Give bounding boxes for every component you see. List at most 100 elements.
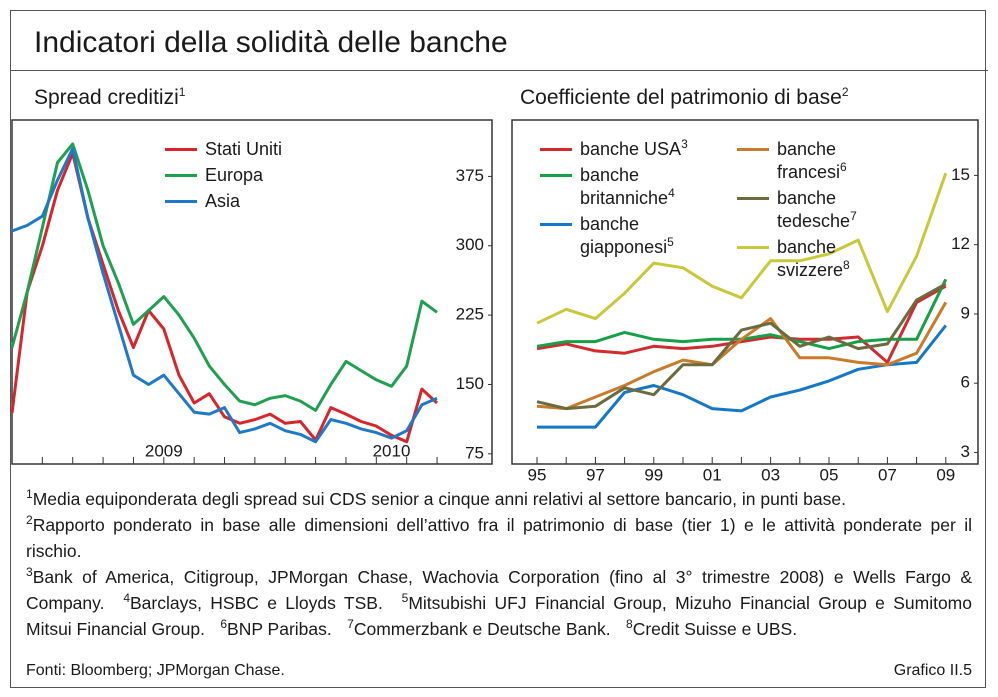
footnote-text: Commerzbank e Deutsche Bank.	[353, 619, 611, 639]
legend-text: banche francesi6	[777, 138, 902, 184]
legend-text: banche USA3	[580, 138, 688, 161]
legend-note: 7	[850, 209, 857, 223]
legend-label: Europa	[205, 165, 264, 185]
legend-column: banche USA3 banche britanniche4 banche gia…	[540, 138, 737, 285]
x-tick-label: 07	[878, 465, 897, 484]
legend-text: banche tedesche7	[777, 187, 902, 233]
legend-swatch	[165, 148, 197, 151]
legend-entry: banche britanniche4	[540, 164, 737, 210]
chart-title: Coefficiente del patrimonio di base2	[520, 86, 849, 110]
y-tick-label: 15	[951, 165, 970, 184]
footnote: 5Mitsubishi UFJ Financial Group, Mizuho …	[26, 591, 972, 639]
legend-label: banche tedesche	[777, 188, 851, 231]
legend-entry: banche USA3	[540, 138, 737, 161]
legend-swatch	[737, 197, 769, 200]
legend-text: banche britanniche4	[580, 164, 705, 210]
series-line	[536, 284, 947, 364]
legend-swatch	[540, 174, 572, 177]
legend: banche USA3 banche britanniche4 banche gia…	[540, 138, 902, 285]
chart-title: Spread creditizi1	[34, 86, 185, 110]
series-line	[536, 282, 947, 411]
footnote-mark: 1	[26, 487, 33, 502]
legend-entry: Asia	[165, 190, 282, 213]
footnote-text: Credit Suisse e UBS.	[632, 619, 798, 639]
footnotes: 1Media equiponderata degli spread sui CD…	[26, 486, 972, 642]
footnote-mark: 8	[626, 617, 633, 632]
legend-note: 8	[843, 258, 850, 272]
footnote: 3Bank of America, Citigroup, JPMorgan Ch…	[26, 565, 972, 613]
plot-frame	[511, 119, 979, 465]
chart-title-text: Coefficiente del patrimonio di base	[520, 86, 842, 109]
footnote-text: BNP Paribas.	[227, 619, 332, 639]
legend-note: 3	[681, 137, 688, 151]
legend-entry: banche svizzere8	[737, 236, 902, 282]
legend: Stati Uniti Europa Asia	[165, 138, 282, 216]
legend-text: banche svizzere8	[777, 236, 902, 282]
series-line	[10, 142, 438, 412]
footnote: 8Credit Suisse e UBS.	[626, 617, 798, 639]
x-tick-label: 05	[820, 465, 839, 484]
y-tick-label: 300	[456, 235, 484, 254]
separator	[10, 70, 988, 71]
legend-swatch	[540, 148, 572, 151]
legend-note: 4	[668, 186, 675, 200]
footnote: 7Commerzbank e Deutsche Bank.	[347, 617, 611, 639]
legend-label: banche giapponesi	[580, 214, 668, 257]
legend-note: 5	[667, 235, 674, 249]
legend-text: Stati Uniti	[205, 138, 282, 161]
y-tick-label: 3	[961, 442, 970, 461]
footnote-mark: 7	[347, 617, 354, 632]
legend-entry: banche francesi6	[737, 138, 902, 184]
y-tick-label: 6	[961, 373, 970, 392]
y-tick-label: 9	[961, 303, 970, 322]
x-tick-label: 2010	[373, 441, 411, 460]
legend-swatch	[737, 246, 769, 249]
legend-swatch	[165, 174, 197, 177]
footnote-text: Bank of America, Citigroup, JPMorgan Cha…	[26, 567, 972, 613]
chart-title-text: Spread creditizi	[34, 86, 179, 109]
series-line	[11, 147, 438, 444]
legend-label: Stati Uniti	[205, 139, 283, 159]
legend-entry: Stati Uniti	[165, 138, 282, 161]
series-line	[536, 301, 948, 411]
frame	[10, 10, 986, 688]
legend-swatch	[737, 148, 769, 151]
figure-label: Grafico II.5	[893, 662, 972, 679]
footnote-mark: 6	[220, 617, 228, 632]
footnote-mark: 3	[26, 565, 33, 580]
legend-label: banche britanniche	[580, 165, 669, 208]
footnote: 4Barclays, HSBC e Lloyds TSB.	[123, 592, 383, 613]
series-line	[537, 324, 947, 429]
y-tick-label: 150	[456, 374, 484, 393]
legend-label: banche francesi	[777, 139, 841, 182]
legend-swatch	[540, 223, 572, 226]
footnote-text: Rapporto ponderato in base alle dimensio…	[26, 515, 972, 561]
footnote-text: Media equiponderata degli spread sui CDS…	[32, 489, 846, 509]
x-tick-label: 03	[761, 465, 780, 484]
page-title: Indicatori della solidità delle banche	[34, 26, 508, 59]
legend-label: Asia	[205, 191, 241, 211]
x-tick-label: 95	[528, 465, 547, 484]
x-tick-label: 01	[703, 465, 722, 484]
legend-swatch	[165, 200, 197, 203]
legend-label: banche svizzere	[777, 237, 844, 280]
legend-text: banche giapponesi5	[580, 213, 705, 259]
footnote-mark: 2	[26, 513, 33, 528]
legend-column: banche francesi6 banche tedesche7 banche s…	[737, 138, 902, 285]
legend-label: banche USA	[580, 139, 682, 159]
y-tick-label: 12	[951, 234, 970, 253]
footnote-mark: 5	[401, 591, 409, 606]
legend-entry: banche giapponesi5	[540, 213, 737, 259]
series-line	[536, 172, 948, 325]
footnote-line: 1Media equiponderata degli spread sui CD…	[26, 486, 972, 512]
footnote: 1Media equiponderata degli spread sui CD…	[26, 487, 846, 509]
x-tick-label: 2009	[145, 441, 183, 460]
y-tick-label: 75	[465, 443, 484, 462]
chart-title-note: 2	[841, 85, 849, 99]
footnote-text: Barclays, HSBC e Lloyds TSB.	[130, 593, 383, 613]
x-tick-label: 09	[936, 465, 955, 484]
legend-note: 6	[840, 160, 847, 174]
y-tick-label: 225	[456, 305, 484, 324]
